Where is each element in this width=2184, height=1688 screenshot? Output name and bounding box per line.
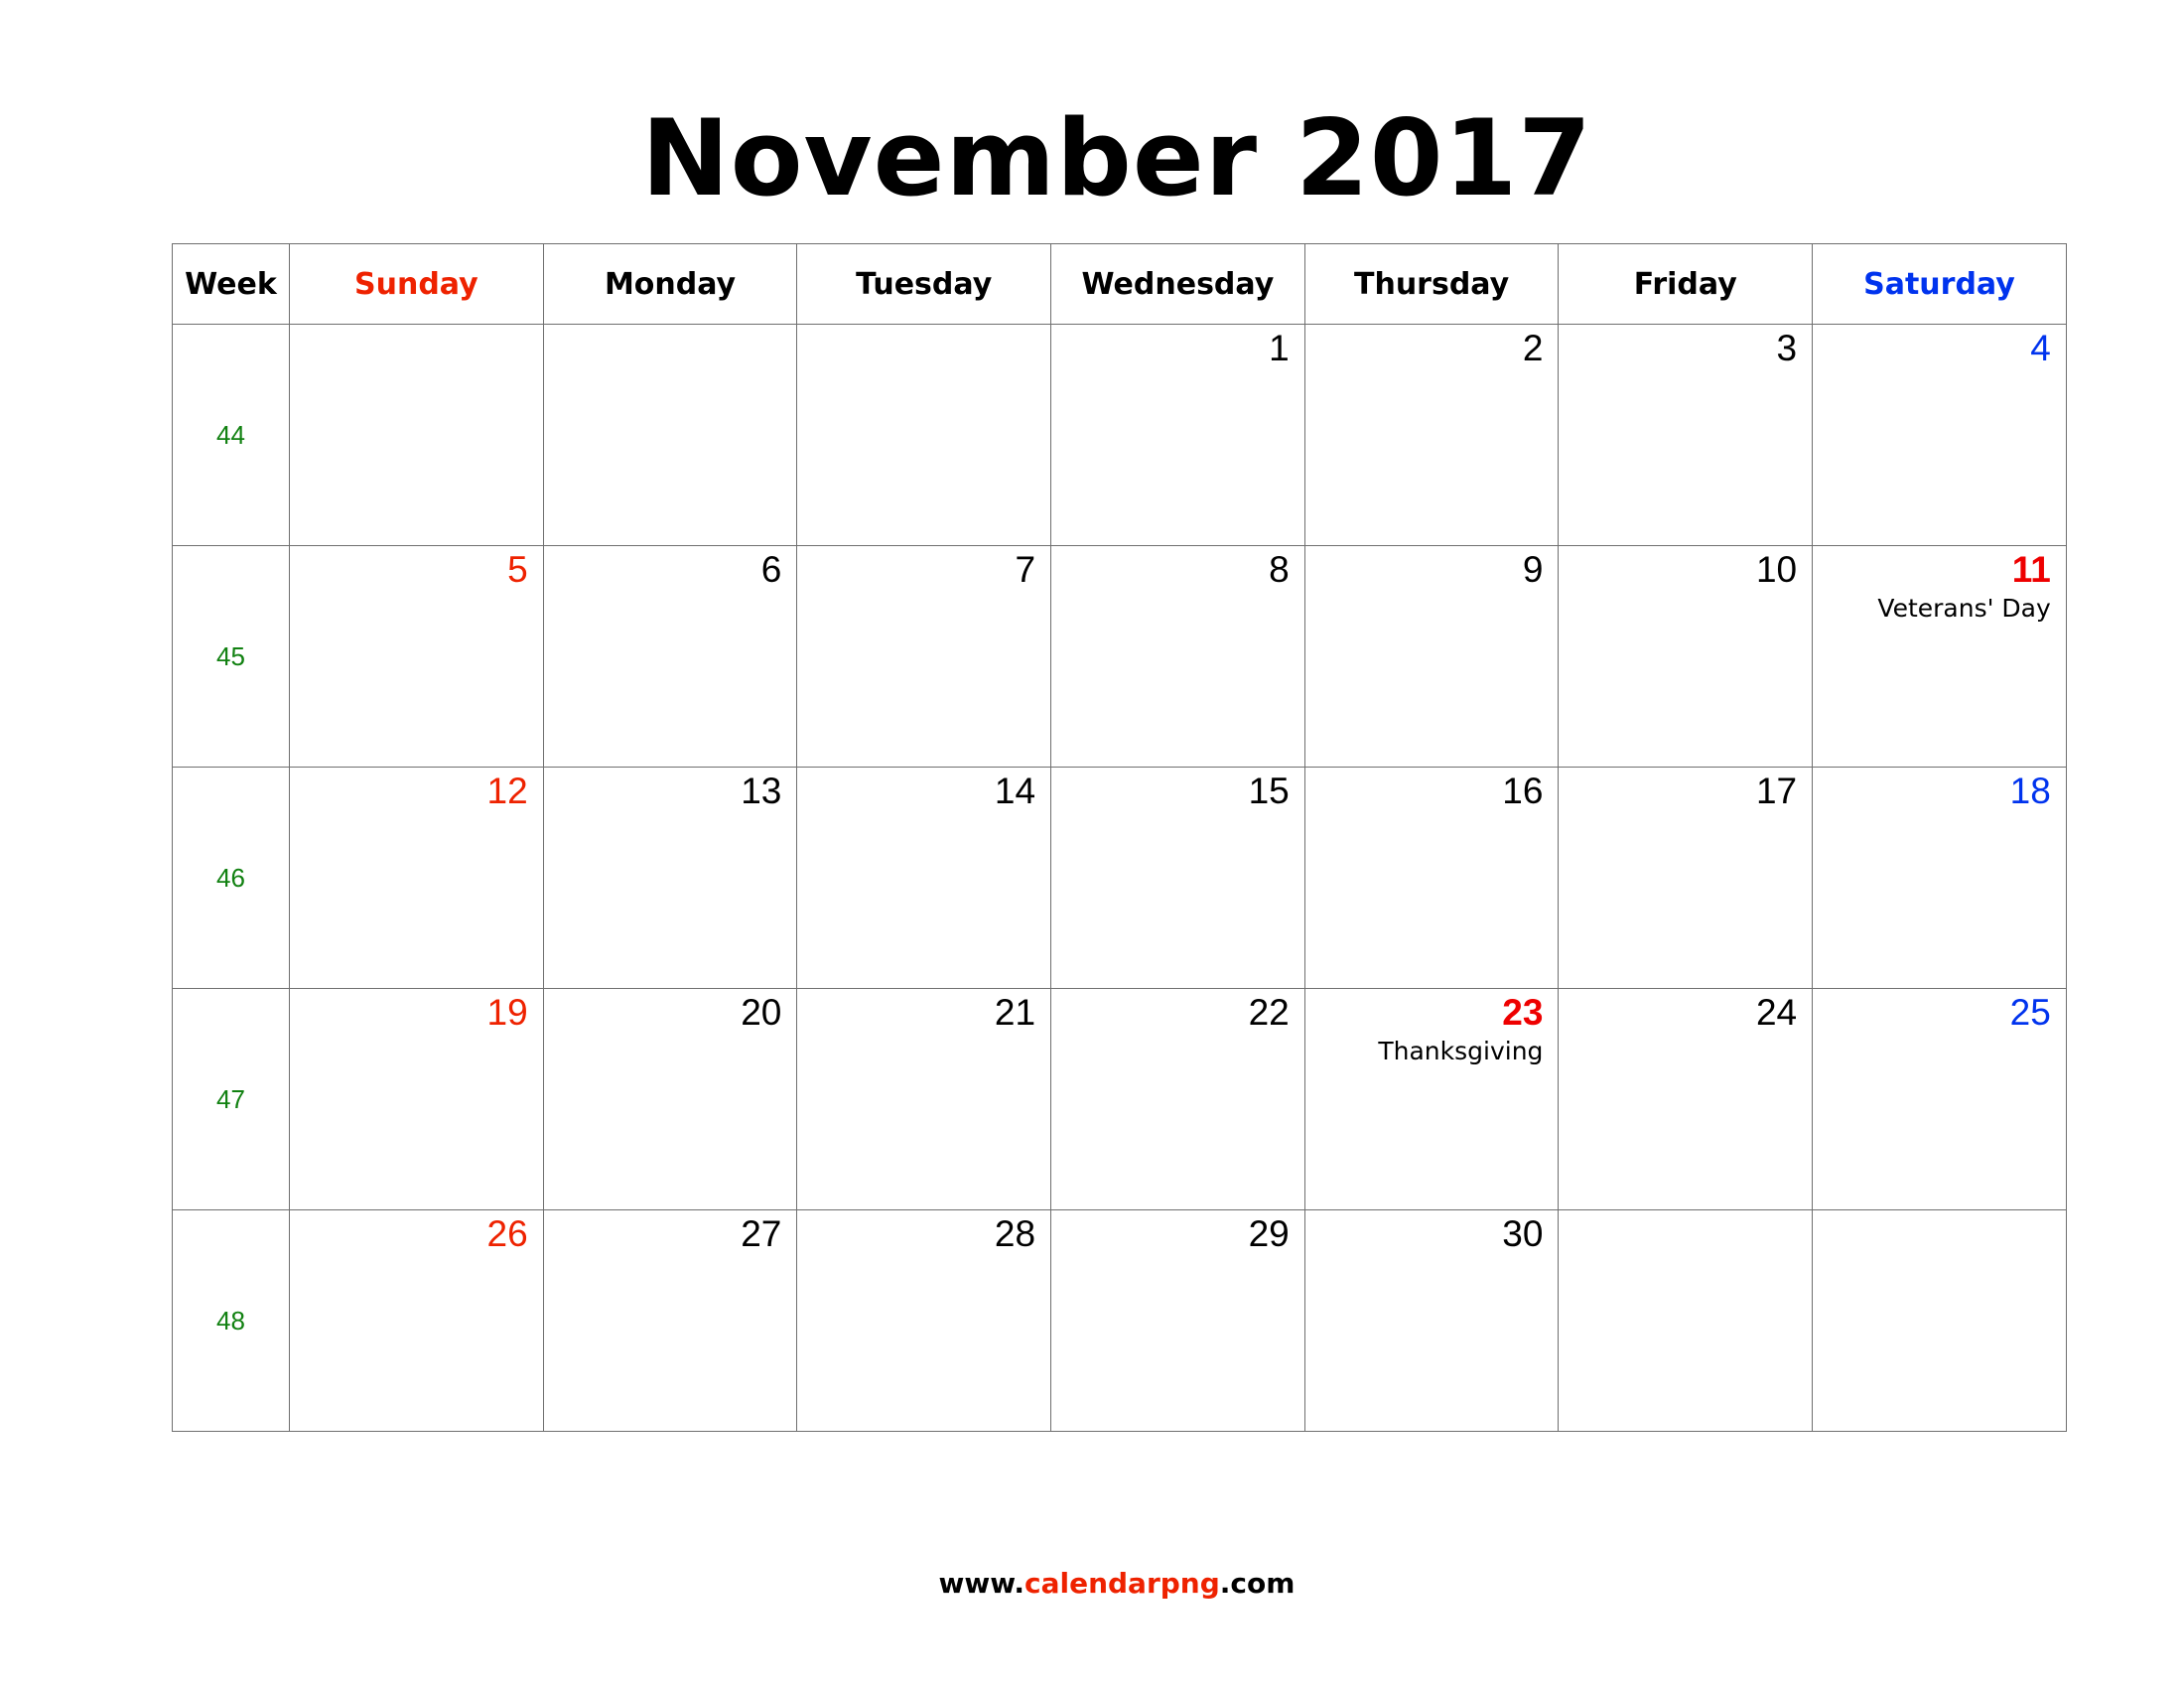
footer-url: www.calendarpng.com — [0, 1564, 2184, 1604]
weekday-header-tuesday: Tuesday — [796, 243, 1052, 325]
week-row: 44 1 2 3 4 — [172, 324, 2067, 546]
day-cell-thursday: 9 — [1303, 545, 1560, 768]
day-number: 21 — [994, 992, 1036, 1033]
day-cell-thursday: 2 — [1303, 324, 1560, 546]
day-cell-thursday: 30 — [1303, 1209, 1560, 1432]
day-cell-wednesday: 1 — [1050, 324, 1305, 546]
weekday-header-wednesday: Wednesday — [1050, 243, 1305, 325]
day-cell-monday — [542, 324, 798, 546]
day-number: 2 — [1522, 328, 1544, 368]
day-cell-wednesday: 22 — [1050, 988, 1305, 1210]
day-number: 18 — [2009, 771, 2051, 811]
day-number: 23 — [1502, 992, 1544, 1033]
day-cell-sunday: 26 — [289, 1209, 544, 1432]
day-number: 19 — [486, 992, 528, 1033]
page-title: November 2017 — [641, 97, 1592, 219]
week-number: 44 — [172, 324, 290, 546]
day-number: 10 — [1755, 549, 1798, 590]
day-cell-monday: 20 — [542, 988, 798, 1210]
day-cell-saturday — [1812, 1209, 2067, 1432]
day-cell-saturday: 4 — [1812, 324, 2067, 546]
day-cell-saturday: 11 Veterans' Day — [1812, 545, 2067, 768]
week-number: 47 — [172, 988, 290, 1210]
day-cell-thursday: 23 Thanksgiving — [1303, 988, 1560, 1210]
day-number: 13 — [741, 771, 782, 811]
day-cell-wednesday: 29 — [1050, 1209, 1305, 1432]
day-cell-friday: 3 — [1558, 324, 1814, 546]
day-cell-wednesday: 8 — [1050, 545, 1305, 768]
day-number: 11 — [2011, 549, 2051, 590]
day-cell-friday: 24 — [1558, 988, 1814, 1210]
day-cell-friday — [1558, 1209, 1814, 1432]
day-number: 16 — [1502, 771, 1544, 811]
week-row: 48 26 27 28 29 30 — [172, 1209, 2067, 1432]
footer-url-prefix: www. — [938, 1567, 1024, 1600]
day-cell-saturday: 18 — [1812, 767, 2067, 989]
day-cell-tuesday: 21 — [796, 988, 1052, 1210]
day-cell-monday: 6 — [542, 545, 798, 768]
day-number: 12 — [486, 771, 528, 811]
day-number: 5 — [507, 549, 528, 590]
week-row: 46 12 13 14 15 16 17 18 — [172, 767, 2067, 989]
holiday-label: Veterans' Day — [1877, 594, 2051, 623]
day-cell-wednesday: 15 — [1050, 767, 1305, 989]
day-cell-tuesday: 28 — [796, 1209, 1052, 1432]
day-cell-tuesday — [796, 324, 1052, 546]
day-cell-monday: 27 — [542, 1209, 798, 1432]
weekday-header-row: Week Sunday Monday Tuesday Wednesday Thu… — [172, 243, 2067, 325]
day-number: 30 — [1502, 1213, 1544, 1254]
day-cell-sunday: 19 — [289, 988, 544, 1210]
week-number: 48 — [172, 1209, 290, 1432]
day-number: 8 — [1269, 549, 1290, 590]
day-number: 17 — [1755, 771, 1798, 811]
week-row: 45 5 6 7 8 9 10 11 Veterans' Day — [172, 545, 2067, 768]
day-number: 3 — [1776, 328, 1798, 368]
weekday-header-thursday: Thursday — [1303, 243, 1560, 325]
week-row: 47 19 20 21 22 23 Thanksgiving 24 25 — [172, 988, 2067, 1210]
day-cell-tuesday: 14 — [796, 767, 1052, 989]
day-number: 22 — [1248, 992, 1290, 1033]
day-cell-saturday: 25 — [1812, 988, 2067, 1210]
day-cell-friday: 10 — [1558, 545, 1814, 768]
day-number: 20 — [741, 992, 782, 1033]
footer-url-suffix: .com — [1219, 1567, 1296, 1600]
week-column-header: Week — [172, 243, 290, 325]
day-cell-sunday: 12 — [289, 767, 544, 989]
footer-url-brand: calendarpng — [1024, 1567, 1220, 1600]
weekday-header-monday: Monday — [542, 243, 798, 325]
day-number: 6 — [760, 549, 782, 590]
day-number: 27 — [741, 1213, 782, 1254]
day-number: 15 — [1248, 771, 1290, 811]
day-number: 26 — [486, 1213, 528, 1254]
day-number: 1 — [1269, 328, 1290, 368]
day-number: 14 — [994, 771, 1036, 811]
weekday-header-sunday: Sunday — [289, 243, 544, 325]
day-number: 7 — [1015, 549, 1036, 590]
day-number: 9 — [1522, 549, 1544, 590]
weekday-header-saturday: Saturday — [1812, 243, 2067, 325]
day-number: 25 — [2009, 992, 2051, 1033]
day-cell-sunday — [289, 324, 544, 546]
day-number: 28 — [994, 1213, 1036, 1254]
weekday-header-friday: Friday — [1558, 243, 1814, 325]
holiday-label: Thanksgiving — [1378, 1037, 1544, 1065]
week-number: 45 — [172, 545, 290, 768]
day-cell-sunday: 5 — [289, 545, 544, 768]
day-number: 4 — [2030, 328, 2051, 368]
week-number: 46 — [172, 767, 290, 989]
day-cell-monday: 13 — [542, 767, 798, 989]
day-cell-tuesday: 7 — [796, 545, 1052, 768]
day-cell-friday: 17 — [1558, 767, 1814, 989]
calendar-grid: Week Sunday Monday Tuesday Wednesday Thu… — [172, 243, 2067, 1432]
day-number: 24 — [1755, 992, 1798, 1033]
day-number: 29 — [1248, 1213, 1290, 1254]
day-cell-thursday: 16 — [1303, 767, 1560, 989]
